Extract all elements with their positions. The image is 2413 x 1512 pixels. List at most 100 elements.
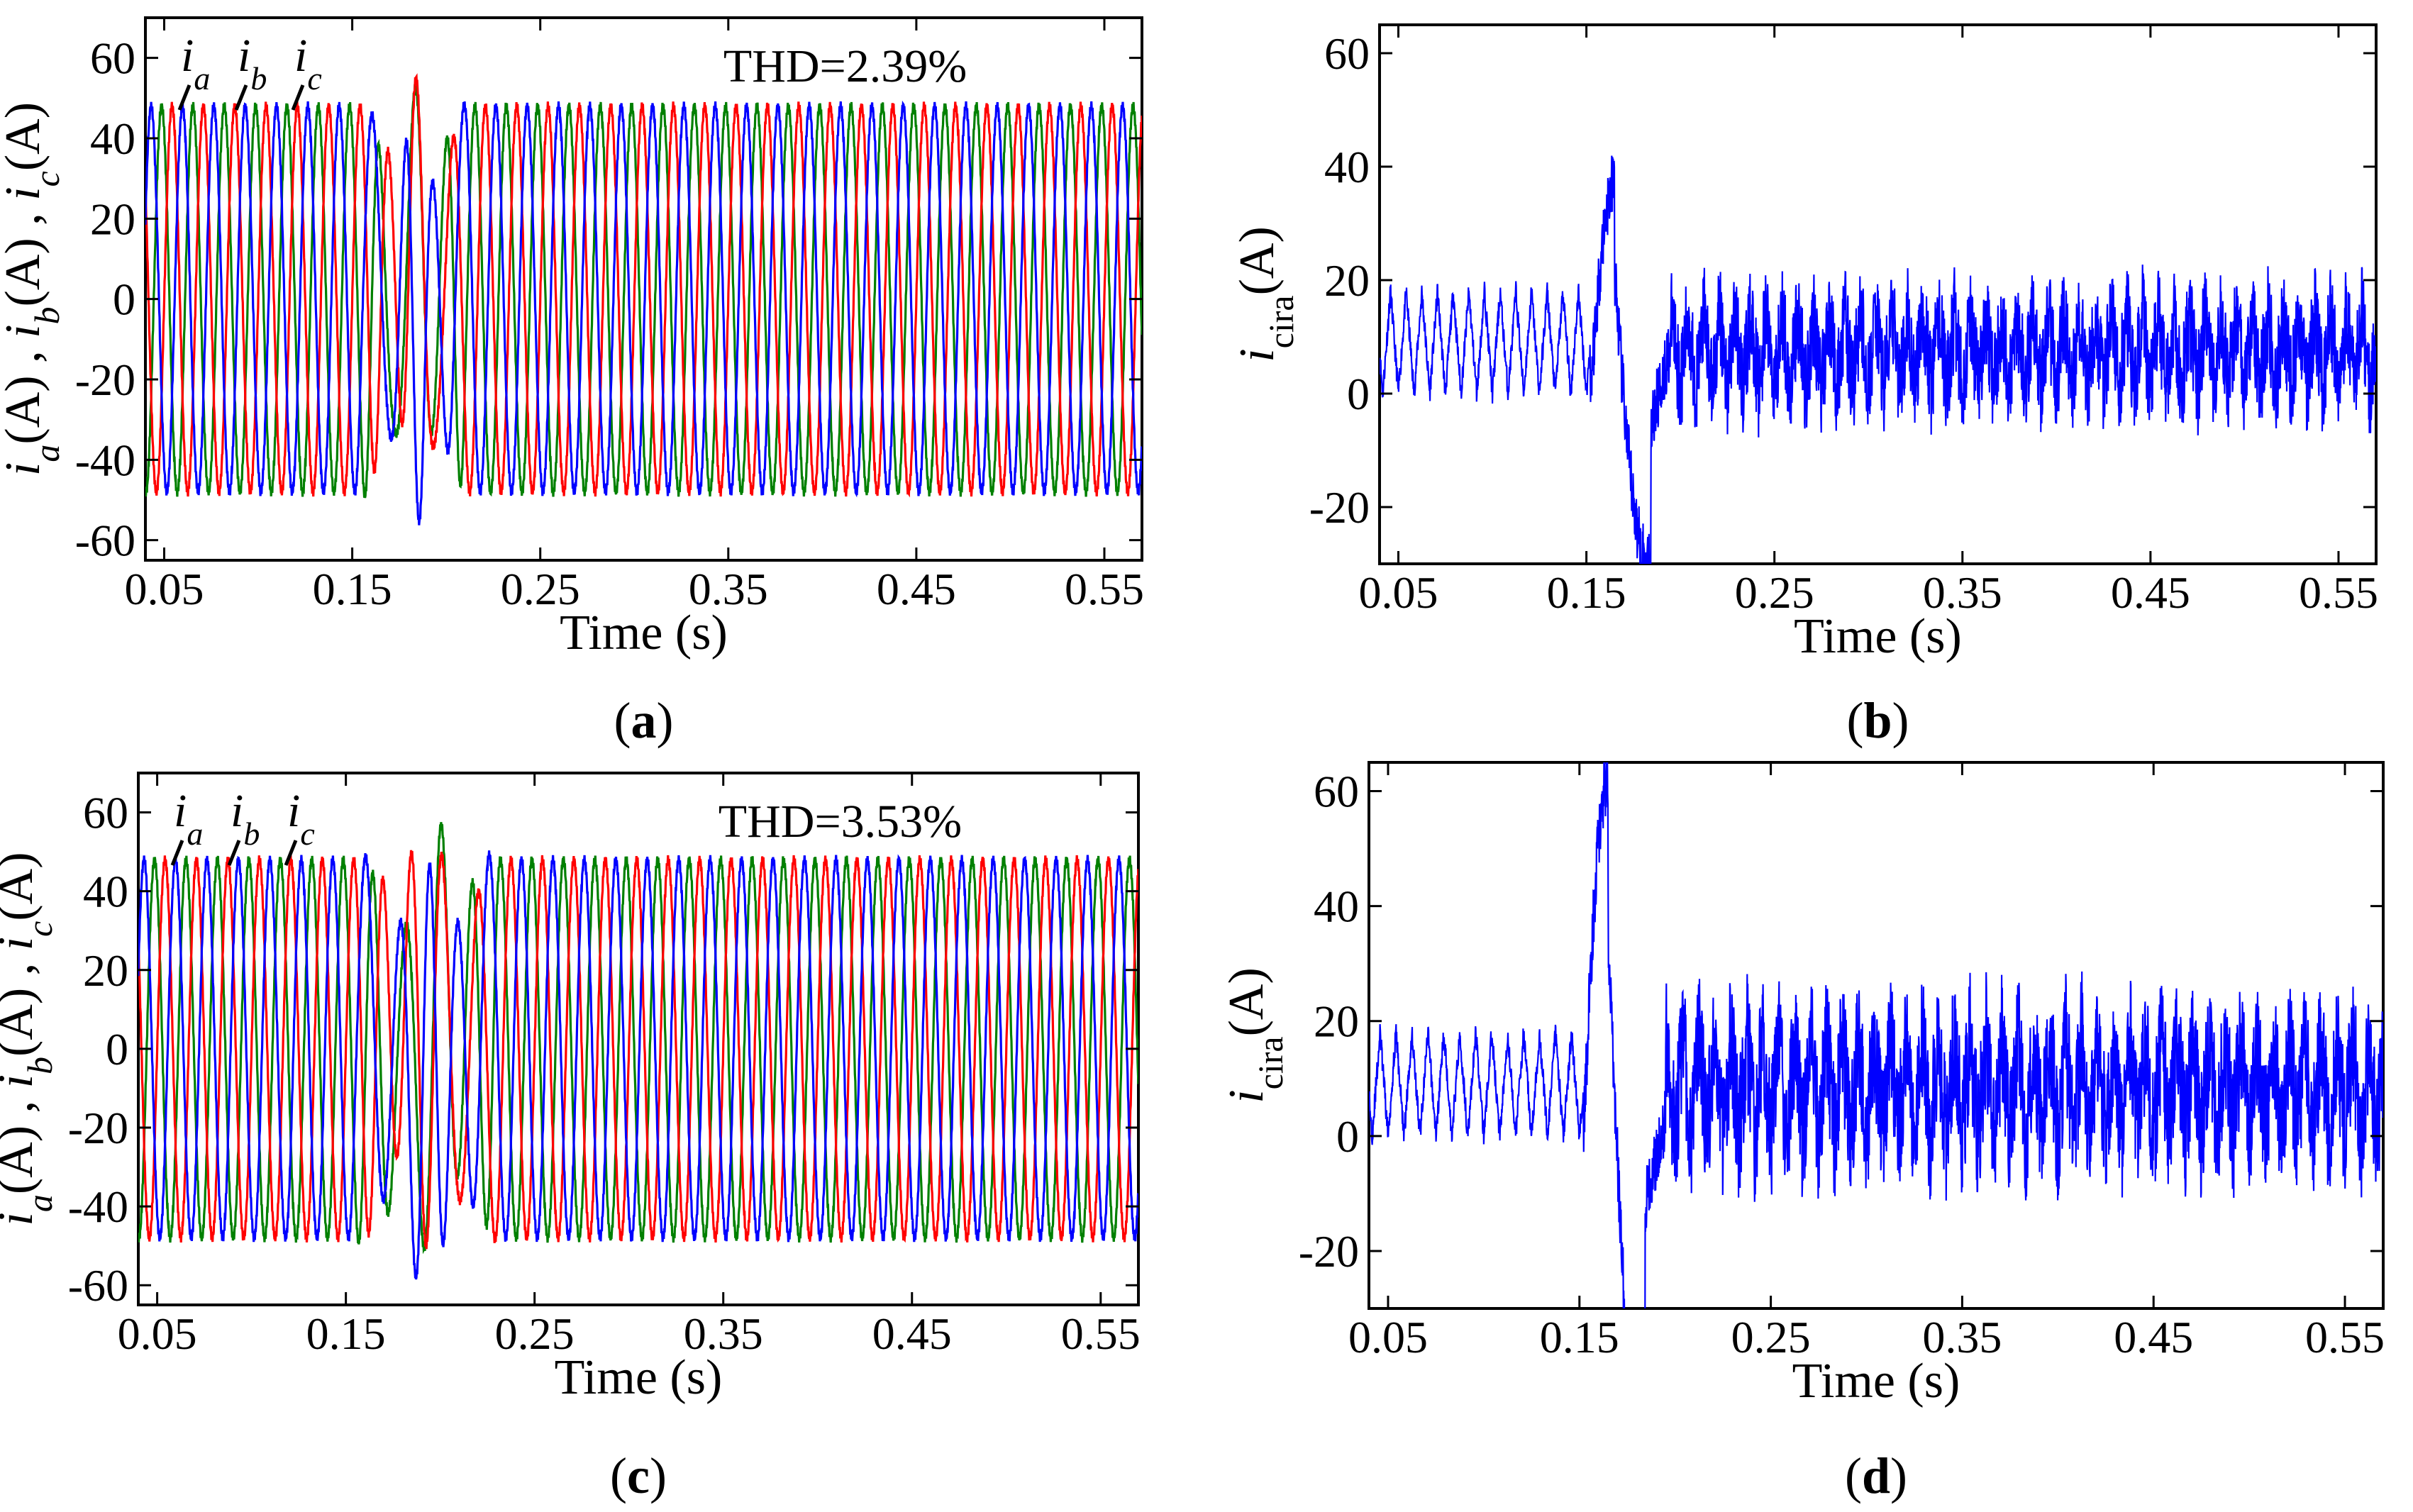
phase-label-leader	[170, 840, 184, 866]
phase-label-subscript: b	[243, 816, 260, 852]
phase-label-symbol: i	[181, 30, 194, 82]
phase-label-leader	[291, 84, 305, 111]
series-line-icira	[1380, 155, 2376, 564]
panel-label-letter: c	[627, 1447, 650, 1504]
y-axis-label-part: i	[0, 187, 50, 200]
panel-label-open: (	[1846, 692, 1863, 749]
y-tick-label: -40	[68, 1182, 128, 1232]
y-axis-label-part: i	[0, 324, 50, 338]
x-tick-label: 0.35	[1922, 1312, 2002, 1362]
x-tick-label: 0.55	[2299, 567, 2378, 618]
series-line-ic	[138, 822, 1138, 1255]
thd-annotation: THD=3.53%	[719, 796, 962, 847]
y-tick-label: -20	[75, 355, 135, 405]
y-axis-label: ia(A) , ib(A) , ic(A)	[0, 852, 60, 1225]
y-tick-label: 0	[1347, 369, 1370, 419]
x-tick-label: 0.05	[1359, 567, 1438, 618]
plot-area	[145, 73, 1142, 526]
x-axis-label: Time (s)	[560, 606, 728, 660]
x-tick-label: 0.45	[2114, 1312, 2193, 1362]
x-tick-label: 0.55	[1061, 1308, 1141, 1359]
y-axis-label-part: i	[0, 1212, 43, 1225]
y-tick-label: 20	[1314, 996, 1359, 1047]
y-axis-label-part: i	[0, 462, 50, 476]
y-axis-label-part: (A) ,	[0, 1088, 43, 1194]
x-tick-label: 0.45	[877, 564, 956, 614]
panel-label-close: )	[1890, 1447, 1907, 1504]
x-tick-label: 0.45	[2111, 567, 2190, 618]
phase-label-b: ib	[231, 785, 260, 852]
phase-label-subscript: a	[187, 816, 203, 852]
y-tick-label: 60	[90, 33, 135, 84]
x-tick-label: 0.25	[495, 1308, 575, 1359]
y-axis-label-part: (A)	[0, 102, 50, 171]
y-tick-label: 60	[1314, 767, 1359, 817]
phase-label-a: ia	[174, 785, 203, 852]
series-line-icira	[1369, 762, 2383, 1308]
y-tick-label: 0	[106, 1024, 128, 1074]
phase-label-subscript: c	[300, 816, 314, 852]
y-tick-label: 20	[83, 945, 128, 996]
panel-label: (d)	[1845, 1447, 1907, 1504]
y-tick-label: 20	[1324, 255, 1370, 306]
y-tick-label: 0	[1336, 1111, 1359, 1162]
y-axis-label: icira(A)	[1230, 226, 1301, 362]
y-tick-label: 40	[1314, 882, 1359, 932]
phase-label-symbol: i	[238, 30, 250, 82]
phase-label-symbol: i	[294, 30, 307, 82]
thd-annotation: THD=2.39%	[723, 40, 967, 92]
x-tick-label: 0.05	[118, 1308, 197, 1359]
plot-area	[1380, 155, 2376, 564]
x-tick-label: 0.25	[1735, 567, 1814, 618]
y-axis-label-part: b	[27, 306, 67, 324]
x-tick-label: 0.15	[1547, 567, 1626, 618]
phase-label-c: ic	[287, 785, 315, 852]
y-axis-label-part: c	[20, 921, 60, 937]
x-tick-label: 0.25	[501, 564, 580, 614]
y-axis-label-part: (A) ,	[0, 201, 50, 307]
phase-label-subscript: b	[250, 60, 267, 96]
x-tick-label: 0.15	[306, 1308, 386, 1359]
y-tick-label: 40	[90, 113, 135, 164]
y-axis-label-part: i	[1230, 348, 1285, 362]
series-line-ib	[138, 850, 1138, 1280]
phase-label-symbol: i	[287, 785, 300, 837]
phase-label-leader	[177, 84, 192, 111]
panel-label-letter: d	[1862, 1447, 1890, 1504]
y-axis-label-part: i	[1219, 1089, 1274, 1103]
panel-label: (b)	[1846, 692, 1909, 749]
y-axis-label-part: (A)	[1219, 967, 1274, 1036]
phase-label-subscript: c	[307, 60, 321, 96]
series-line-ib	[145, 100, 1142, 526]
x-tick-label: 0.35	[684, 1308, 763, 1359]
y-axis-label-part: i	[0, 1074, 43, 1088]
panel-label-close: )	[1892, 692, 1909, 749]
y-axis-label-part: c	[27, 171, 67, 187]
phase-label-leader	[284, 840, 298, 866]
phase-label-b: ib	[238, 30, 267, 96]
y-axis-label: ia(A) , ib(A) , ic(A)	[0, 102, 67, 476]
panel-label-letter: b	[1863, 692, 1892, 749]
x-tick-label: 0.15	[313, 564, 392, 614]
series-line-ic	[145, 84, 1142, 499]
phase-label-symbol: i	[231, 785, 243, 837]
x-axis-label: Time (s)	[555, 1350, 723, 1405]
y-tick-label: -20	[1299, 1226, 1359, 1277]
x-tick-label: 0.55	[1065, 564, 1144, 614]
x-axis-label: Time (s)	[1794, 609, 1962, 664]
chart-panel-d: 0.05 0.15 0.25 0.35 0.45 0.55 -20 0 20 40 60 Time (…	[1219, 761, 2385, 1504]
x-tick-label: 0.35	[689, 564, 768, 614]
y-tick-label: -60	[75, 516, 135, 566]
panel-label: (a)	[614, 692, 674, 749]
x-tick-label: 0.05	[125, 564, 204, 614]
y-axis-label-part: a	[20, 1194, 60, 1212]
panel-label-letter: a	[631, 692, 657, 749]
panel-label-open: (	[1845, 1447, 1862, 1504]
x-tick-label: 0.45	[872, 1308, 952, 1359]
y-tick-label: 40	[83, 867, 128, 917]
y-tick-label: 0	[113, 274, 135, 325]
plot-area	[138, 822, 1138, 1280]
panel-label-open: (	[614, 692, 631, 749]
phase-label-subscript: a	[194, 60, 210, 96]
